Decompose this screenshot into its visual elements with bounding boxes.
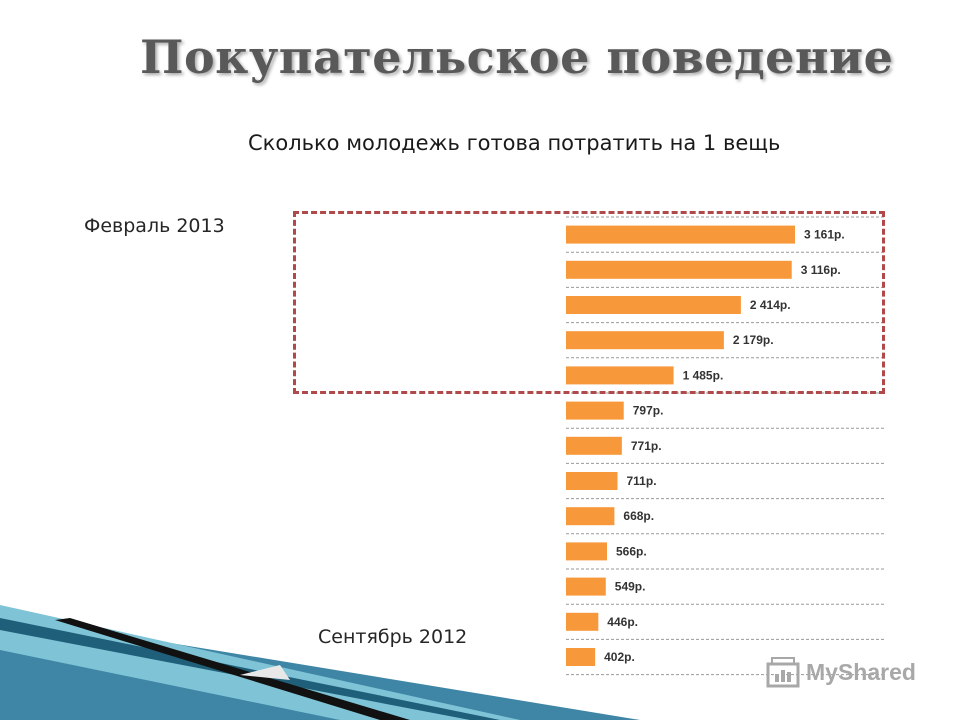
bar-value-label-9: 566р. xyxy=(616,544,647,558)
bar-6 xyxy=(566,436,622,455)
bar-2 xyxy=(566,296,741,314)
bar-value-label-2: 2 414р. xyxy=(750,298,791,312)
slide-title: Покупательское поведение xyxy=(140,30,894,84)
bar-value-label-8: 668р. xyxy=(623,509,654,523)
bar-7 xyxy=(566,472,618,490)
myshared-logo-icon xyxy=(766,657,800,688)
bar-value-label-7: 711р. xyxy=(627,474,657,488)
watermark-text: MyShared xyxy=(806,658,916,685)
bar-value-label-6: 771р. xyxy=(631,439,662,453)
label-september-2012: Сентябрь 2012 xyxy=(318,626,468,648)
watermark: MyShared xyxy=(766,656,916,688)
bar-11 xyxy=(566,612,599,631)
bar-8 xyxy=(566,507,615,526)
bar-3 xyxy=(566,331,724,350)
highlight-box xyxy=(293,211,885,394)
label-february-2013: Февраль 2013 xyxy=(84,215,225,237)
bar-10 xyxy=(566,577,606,596)
footer-decoration xyxy=(0,605,640,720)
bar-12 xyxy=(566,648,596,666)
bar-value-label-12: 402р. xyxy=(604,650,635,664)
bar-value-label-11: 446р. xyxy=(607,615,638,629)
bar-value-label-0: 3 161р. xyxy=(804,228,845,242)
bar-5 xyxy=(566,401,624,420)
bar-value-label-3: 2 179р. xyxy=(733,333,774,347)
chart-subtitle: Сколько молодежь готова потратить на 1 в… xyxy=(248,131,781,155)
bar-0 xyxy=(566,225,795,244)
bar-value-label-4: 1 485р. xyxy=(683,368,724,382)
bar-value-label-1: 3 116р. xyxy=(801,263,841,277)
bar-value-label-5: 797р. xyxy=(633,404,664,418)
bar-9 xyxy=(566,542,608,561)
bar-1 xyxy=(566,260,792,279)
bar-value-label-10: 549р. xyxy=(615,580,646,594)
bar-4 xyxy=(566,366,674,385)
